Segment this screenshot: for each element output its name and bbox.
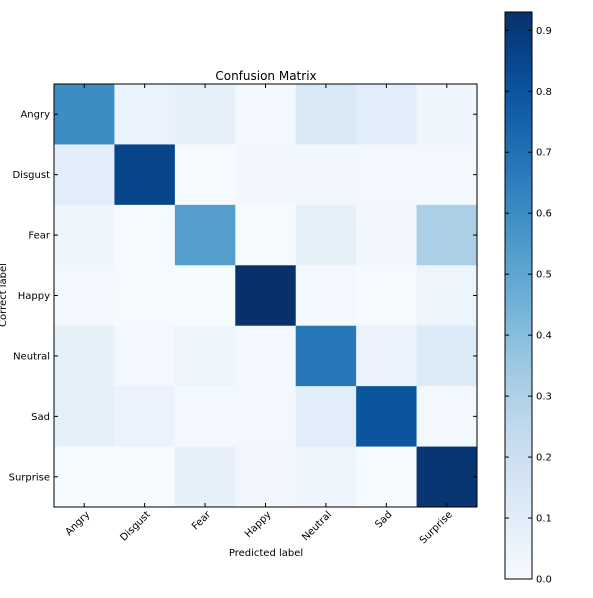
heatmap-cell-angry-happy [235, 84, 297, 145]
heatmap-cell-fear-happy [235, 204, 297, 266]
x-tick-label: Neutral [300, 509, 334, 543]
x-axis-label: Predicted label [229, 548, 303, 559]
heatmap-cell-sad-sad [356, 386, 417, 447]
colorbar-tick-label: 0.3 [536, 392, 552, 403]
heatmap-cell-disgust-surprise [416, 144, 478, 206]
colorbar-tick-label: 0.1 [536, 514, 552, 525]
y-axis-label: Correct label [0, 263, 9, 327]
colorbar-tick-label: 0.0 [536, 575, 552, 586]
y-tick-label: Neutral [13, 351, 50, 362]
y-tick-label: Fear [28, 231, 50, 242]
y-tick-label: Angry [20, 110, 50, 121]
heatmap-cell-happy-neutral [295, 265, 357, 327]
heatmap-cell-disgust-disgust [114, 144, 176, 206]
x-tick-label: Fear [190, 509, 214, 533]
heatmap-cell-angry-sad [356, 84, 417, 145]
heatmap-cell-fear-fear [174, 204, 236, 266]
x-tick-label: Happy [243, 509, 274, 540]
y-tick-label: Surprise [9, 472, 50, 483]
heatmap-cell-neutral-fear [174, 325, 236, 387]
colorbar-tick-label: 0.8 [536, 87, 552, 98]
heatmap-cell-happy-sad [356, 265, 417, 327]
heatmap-cell-disgust-happy [235, 144, 297, 206]
heatmap-cell-happy-fear [174, 265, 236, 327]
heatmap-cell-surprise-disgust [114, 446, 176, 508]
x-tick-label: Disgust [118, 509, 152, 543]
chart-title: Confusion Matrix [215, 69, 316, 83]
heatmap-cell-neutral-disgust [114, 325, 176, 387]
y-tick-label: Disgust [12, 170, 50, 181]
heatmap-cell-sad-fear [174, 386, 236, 447]
heatmap-cell-neutral-sad [356, 325, 417, 387]
heatmap-cell-surprise-angry [54, 446, 115, 508]
heatmap-cell-angry-fear [174, 84, 236, 145]
heatmap-cell-happy-angry [54, 265, 115, 327]
heatmap-cell-neutral-angry [54, 325, 115, 387]
heatmap-cell-happy-surprise [416, 265, 478, 327]
x-tick-label: Angry [64, 509, 93, 538]
heatmap-cell-angry-angry [54, 84, 115, 145]
heatmap-cell-fear-angry [54, 204, 115, 266]
x-tick-label: Surprise [418, 509, 455, 546]
heatmap-cell-surprise-neutral [295, 446, 357, 508]
heatmap-cell-sad-disgust [114, 386, 176, 447]
heatmap-cell-disgust-angry [54, 144, 115, 206]
colorbar-tick-label: 0.5 [536, 270, 552, 281]
heatmap-cell-sad-surprise [416, 386, 478, 447]
colorbar-tick-label: 0.9 [536, 26, 552, 37]
heatmap-cell-fear-surprise [416, 204, 478, 266]
heatmap-cell-happy-disgust [114, 265, 176, 327]
heatmap-cell-neutral-neutral [295, 325, 357, 387]
heatmap-cell-disgust-sad [356, 144, 417, 206]
colorbar [504, 11, 533, 580]
colorbar-tick-label: 0.2 [536, 453, 552, 464]
heatmap-cell-sad-happy [235, 386, 297, 447]
heatmap-cells [54, 84, 478, 508]
heatmap-cell-fear-neutral [295, 204, 357, 266]
heatmap-cell-angry-neutral [295, 84, 357, 145]
heatmap-cell-sad-angry [54, 386, 115, 447]
heatmap-cell-disgust-fear [174, 144, 236, 206]
heatmap-cell-angry-surprise [416, 84, 478, 145]
heatmap-cell-surprise-sad [356, 446, 417, 508]
x-tick-label: Sad [373, 509, 394, 530]
heatmap-cell-fear-sad [356, 204, 417, 266]
y-tick-label: Sad [31, 412, 50, 423]
heatmap-cell-sad-neutral [295, 386, 357, 447]
colorbar-ticks: 0.0 0.1 0.2 0.3 0.4 0.5 0.6 0.7 0.8 0.9 [505, 26, 552, 586]
colorbar-tick-label: 0.4 [536, 331, 552, 342]
heatmap-cell-happy-happy [235, 265, 297, 327]
heatmap-cell-surprise-fear [174, 446, 236, 508]
heatmap-cell-surprise-happy [235, 446, 297, 508]
heatmap-cell-fear-disgust [114, 204, 176, 266]
colorbar-tick-label: 0.6 [536, 209, 552, 220]
heatmap-cell-disgust-neutral [295, 144, 357, 206]
y-tick-label: Happy [18, 291, 50, 302]
y-tick-labels: Angry Disgust Fear Happy Neutral Sad Surprise [9, 110, 477, 483]
colorbar-tick-label: 0.7 [536, 148, 552, 159]
heatmap-cell-neutral-surprise [416, 325, 478, 387]
heatmap-cell-angry-disgust [114, 84, 176, 145]
heatmap-cell-surprise-surprise [416, 446, 478, 508]
heatmap-cell-neutral-happy [235, 325, 297, 387]
